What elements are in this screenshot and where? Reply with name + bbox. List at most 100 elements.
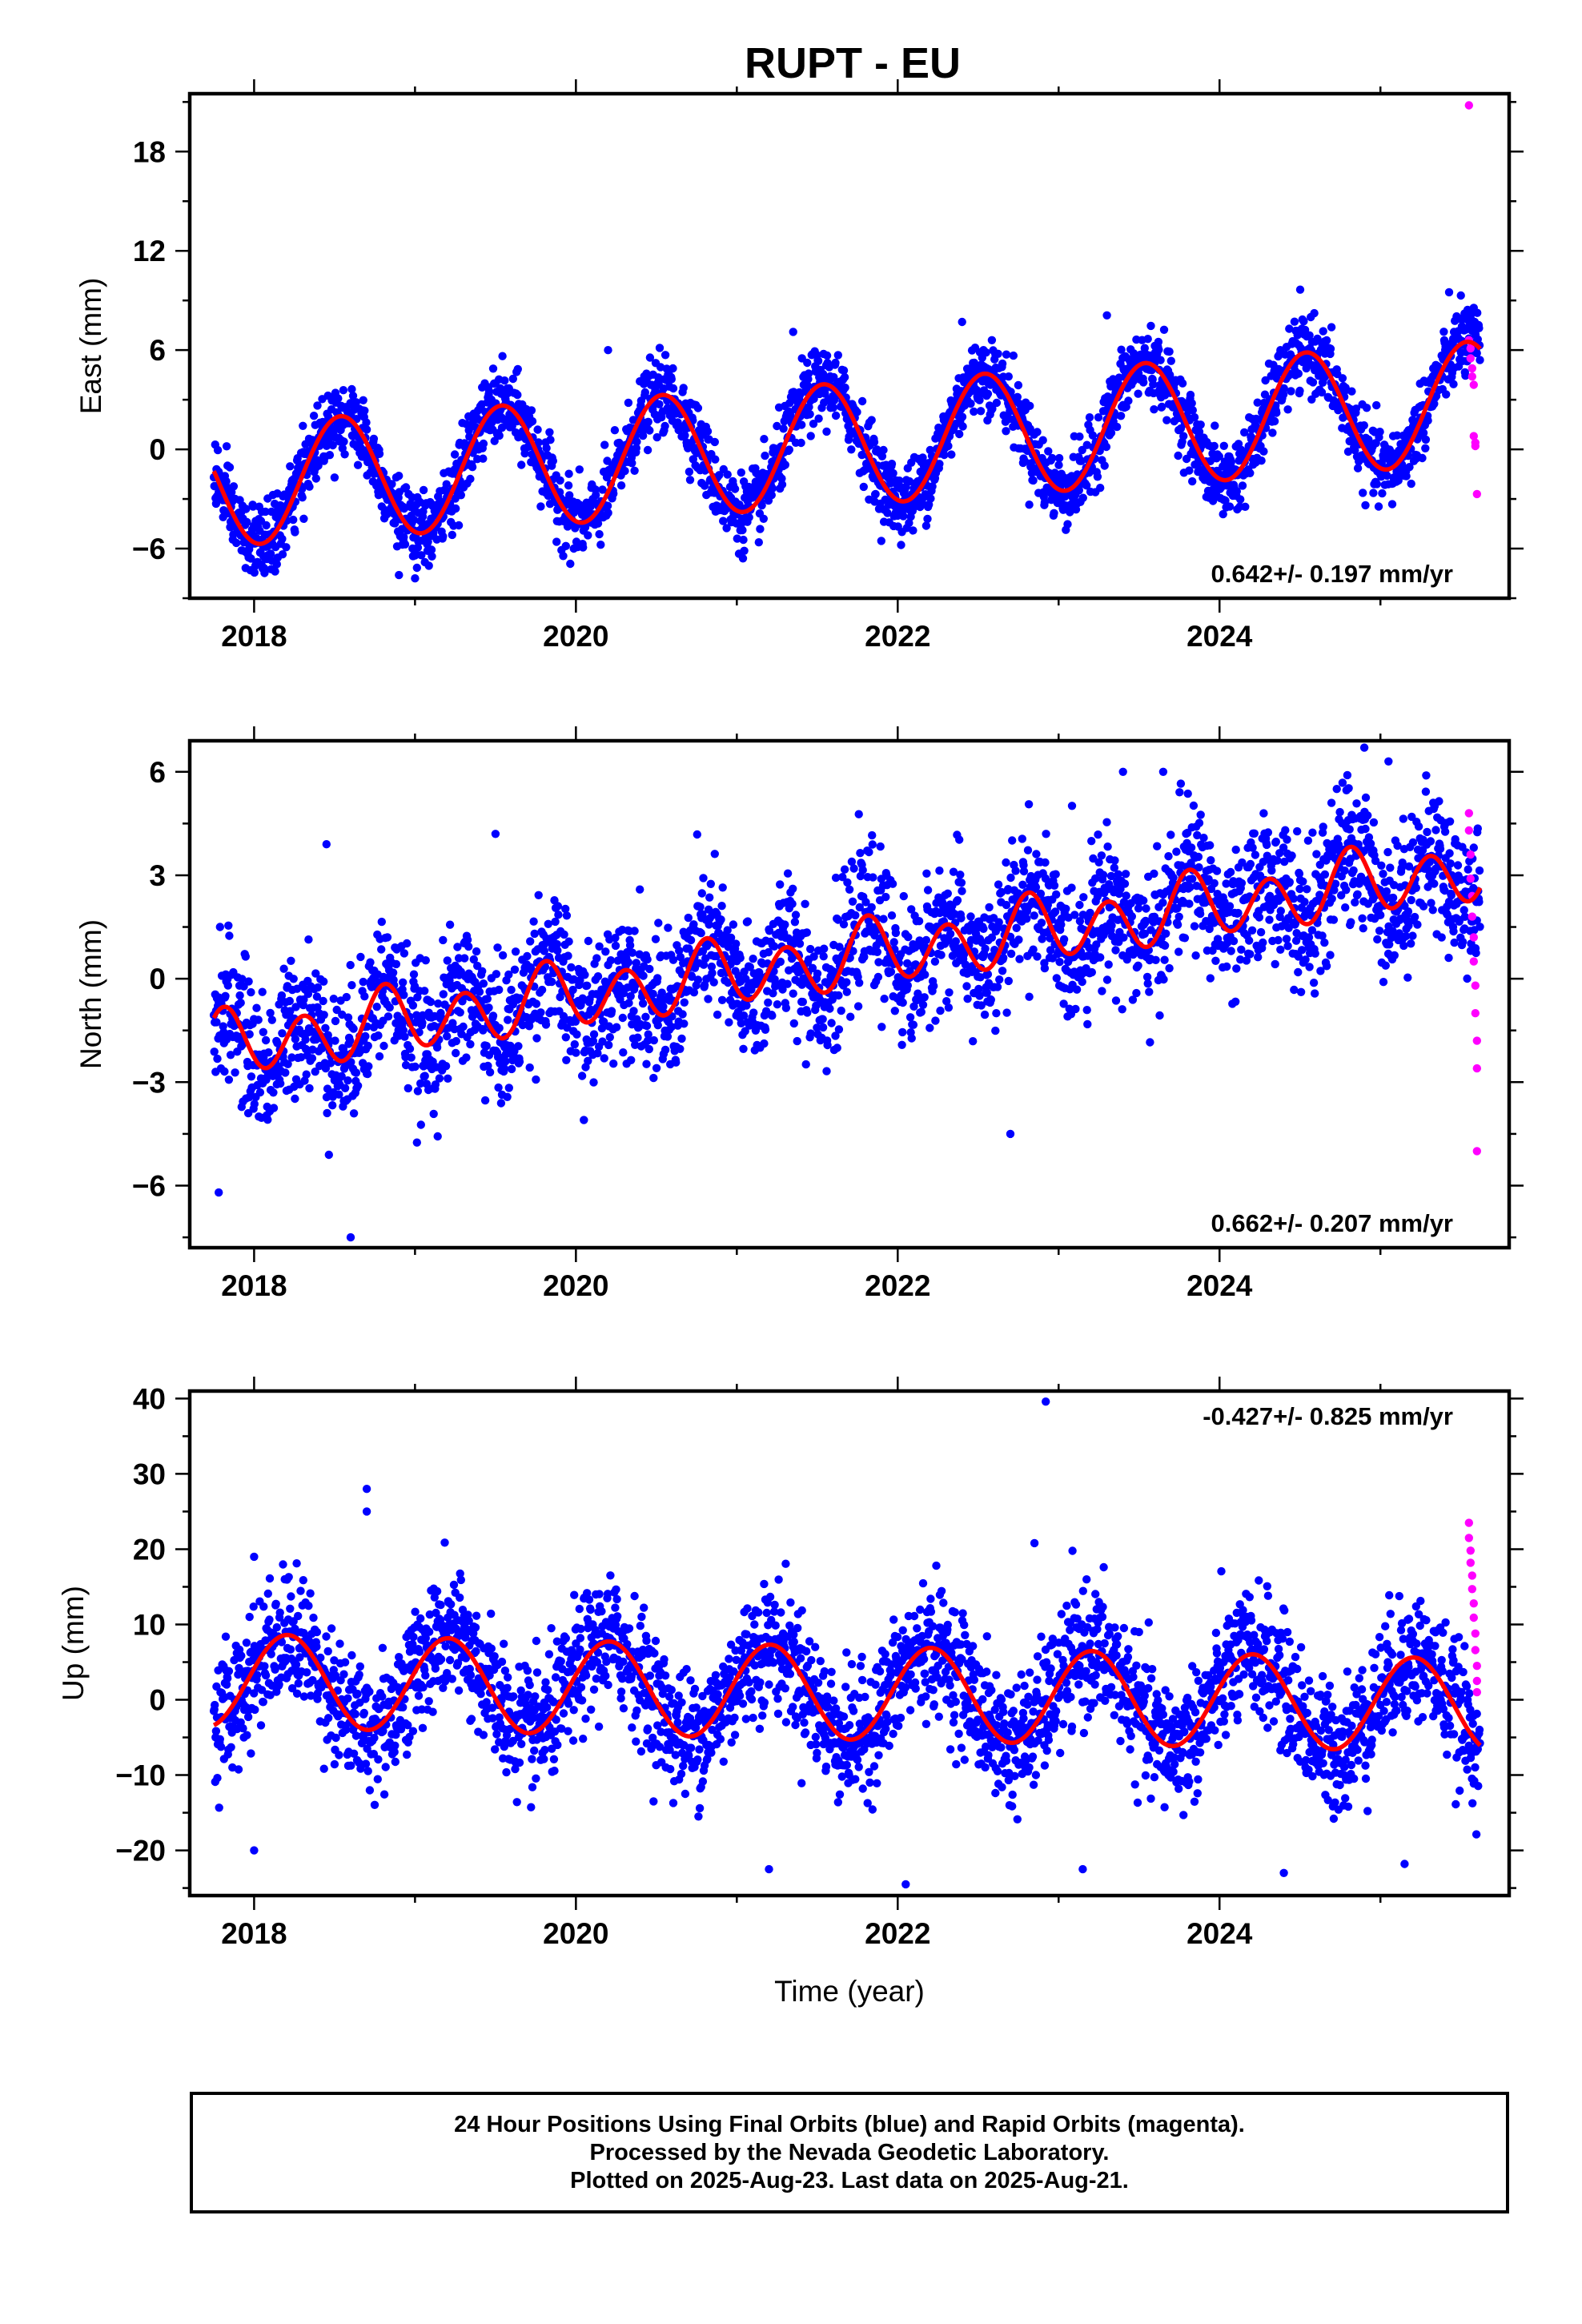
final-orbit-point [909,526,917,535]
final-orbit-point [307,1054,317,1063]
final-orbit-point [1359,489,1367,497]
final-orbit-point [222,442,231,451]
final-orbit-point [1002,858,1010,867]
final-orbit-point [500,376,509,385]
final-orbit-point [361,1031,370,1041]
final-orbit-point [413,543,423,552]
final-orbit-point [1372,400,1381,410]
final-orbit-point [259,1027,267,1037]
final-orbit-point [431,1080,440,1089]
final-orbit-point [267,1015,276,1024]
final-orbit-point [980,1010,990,1019]
final-orbit-point [1246,468,1255,477]
final-orbit-point [298,493,307,502]
final-orbit-point [889,938,898,947]
final-orbit-point [717,902,726,911]
final-orbit-point [776,957,785,967]
final-orbit-point [829,403,838,412]
y-tick-label: 18 [133,135,166,168]
y-tick-label: −6 [132,533,166,565]
final-orbit-point [420,987,429,995]
final-orbit-point [733,534,741,543]
final-orbit-point [741,975,750,983]
final-orbit-point [439,990,448,999]
final-orbit-point [740,546,749,555]
final-orbit-point [725,1018,733,1027]
final-orbit-point [299,514,308,523]
final-orbit-point [806,1029,815,1038]
final-orbit-point [789,328,797,336]
final-orbit-point [1456,291,1465,300]
final-orbit-point [847,445,856,454]
final-orbit-point [404,1084,412,1093]
final-orbit-point [460,954,469,963]
final-orbit-point [429,1109,438,1119]
final-orbit-point [428,552,436,561]
final-orbit-point [958,887,966,895]
final-orbit-point [508,374,517,384]
final-orbit-point [269,1104,279,1112]
y-tick-label: 12 [133,235,166,267]
final-orbit-point [842,978,851,987]
final-orbit-point [819,952,828,961]
rapid-orbit-series [1464,101,1482,499]
final-orbit-point [737,1019,745,1028]
final-orbit-point [1299,317,1308,326]
final-orbit-point [1159,325,1169,334]
final-orbit-point [445,920,455,929]
final-orbit-point [302,1070,311,1079]
final-orbit-point [301,1035,310,1044]
final-orbit-point [795,939,805,948]
final-orbit-point [742,1001,751,1010]
final-orbit-series [209,285,1484,583]
final-orbit-point [706,879,715,889]
final-orbit-point [407,1053,416,1062]
final-orbit-point [957,879,966,887]
final-orbit-point [829,372,838,382]
final-orbit-point [856,849,865,858]
final-orbit-point [914,917,924,926]
final-orbit-point [544,919,552,929]
final-orbit-point [898,998,907,1007]
final-orbit-point [628,459,636,468]
final-orbit-point [1093,472,1102,481]
final-orbit-point [685,467,694,476]
final-orbit-point [1154,337,1163,347]
final-orbit-point [918,453,927,462]
final-orbit-point [213,1054,222,1063]
final-orbit-point [556,476,564,485]
final-orbit-point [657,988,666,997]
final-orbit-point [639,971,648,980]
final-orbit-point [504,970,513,979]
final-orbit-point [944,441,953,451]
final-orbit-point [285,996,294,1006]
final-orbit-point [1030,911,1038,920]
final-orbit-point [349,1109,359,1118]
final-orbit-point [669,384,678,393]
final-orbit-point [483,995,492,1003]
final-orbit-point [490,436,499,445]
final-orbit-point [769,989,777,998]
final-orbit-point [1029,945,1038,954]
final-orbit-point [669,955,678,964]
final-orbit-point [299,421,307,430]
final-orbit-point [400,991,408,999]
final-orbit-point [1283,405,1292,414]
final-orbit-point [349,1024,358,1033]
final-orbit-point [723,926,732,935]
final-orbit-point [468,463,477,472]
final-orbit-point [998,967,1007,975]
final-orbit-point [966,399,975,408]
final-orbit-point [921,935,931,945]
x-tick-label: 2018 [221,620,287,653]
final-orbit-point [675,947,684,955]
final-orbit-point [1082,1006,1091,1015]
final-orbit-point [849,947,857,955]
final-orbit-point [699,960,709,969]
final-orbit-point [664,923,673,932]
final-orbit-point [533,425,542,434]
final-orbit-point [629,1007,638,1015]
final-orbit-point [427,545,436,554]
final-orbit-point [343,1076,352,1085]
